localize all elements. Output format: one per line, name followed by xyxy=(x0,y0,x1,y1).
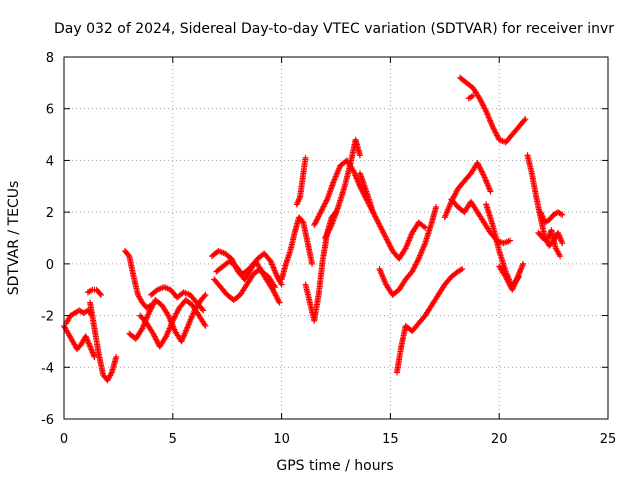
x-axis-title: GPS time / hours xyxy=(276,458,393,474)
data-point xyxy=(200,307,207,314)
y-tick-label: 2 xyxy=(46,206,54,221)
data-point xyxy=(202,322,209,329)
data-point xyxy=(557,253,564,260)
data-point xyxy=(356,152,363,159)
data-point-interp xyxy=(521,117,528,124)
data-point xyxy=(520,260,527,267)
axis-ticks: 0 5 10 15 20 25 -6 -4 -2 0 2 4 6 8 xyxy=(41,51,616,447)
data-point xyxy=(309,260,316,267)
data-points xyxy=(61,74,566,384)
data-point xyxy=(487,188,494,195)
x-tick-label: 20 xyxy=(491,432,508,447)
y-tick-label: 4 xyxy=(46,154,54,169)
y-axis-title: SDTVAR / TECUs xyxy=(6,181,22,296)
x-tick-label: 10 xyxy=(273,432,290,447)
y-tick-label: 8 xyxy=(46,51,54,66)
data-point xyxy=(559,240,566,247)
grid-lines xyxy=(64,57,608,419)
data-point-interp xyxy=(201,293,208,300)
y-tick-label: -6 xyxy=(41,413,54,428)
series-arc-17 xyxy=(356,170,429,262)
data-point xyxy=(278,281,285,288)
y-tick-label: 6 xyxy=(46,103,54,118)
data-point xyxy=(302,154,309,161)
data-point xyxy=(272,284,279,291)
y-tick-label: 0 xyxy=(46,258,54,273)
data-point xyxy=(459,266,466,273)
series-arc-22 xyxy=(457,74,529,146)
data-point xyxy=(276,299,283,306)
data-point xyxy=(522,116,529,123)
data-point xyxy=(433,203,440,210)
data-point-interp xyxy=(199,306,206,313)
x-tick-label: 5 xyxy=(169,432,177,447)
plot-frame xyxy=(63,56,609,420)
series-arc-3 xyxy=(87,299,120,384)
series-arc-23 xyxy=(465,92,477,102)
series-arc-11 xyxy=(213,258,279,291)
series-arc-26 xyxy=(524,152,566,249)
series-arc-13 xyxy=(293,154,309,208)
series-arc-18 xyxy=(376,203,440,298)
series-arc-27 xyxy=(537,209,566,226)
x-tick-label: 15 xyxy=(382,432,399,447)
series-arc-19 xyxy=(393,266,466,376)
y-tick-label: -4 xyxy=(41,361,54,376)
series-arc-28 xyxy=(535,227,564,260)
x-tick-label: 0 xyxy=(60,432,68,447)
data-point xyxy=(202,291,209,298)
chart-title: Day 032 of 2024, Sidereal Day-to-day VTE… xyxy=(54,21,614,37)
series-arc-8 xyxy=(148,284,207,314)
data-point xyxy=(559,211,566,218)
series-arc-25 xyxy=(496,260,527,293)
data-point xyxy=(422,224,429,231)
data-point xyxy=(91,353,98,360)
data-point-interp xyxy=(96,290,103,297)
data-point-interp xyxy=(420,223,427,230)
data-point xyxy=(507,237,514,244)
series-arc-16 xyxy=(322,136,363,241)
series-arc-12 xyxy=(278,214,316,283)
data-point xyxy=(470,92,477,99)
series-arc-4 xyxy=(84,286,104,298)
x-tick-label: 25 xyxy=(600,432,617,447)
data-point xyxy=(113,353,120,360)
series-arc-5 xyxy=(121,247,155,311)
series-arc-21 xyxy=(448,196,514,247)
y-tick-label: -2 xyxy=(41,310,54,325)
data-point xyxy=(97,291,104,298)
series-arc-7 xyxy=(137,297,209,350)
